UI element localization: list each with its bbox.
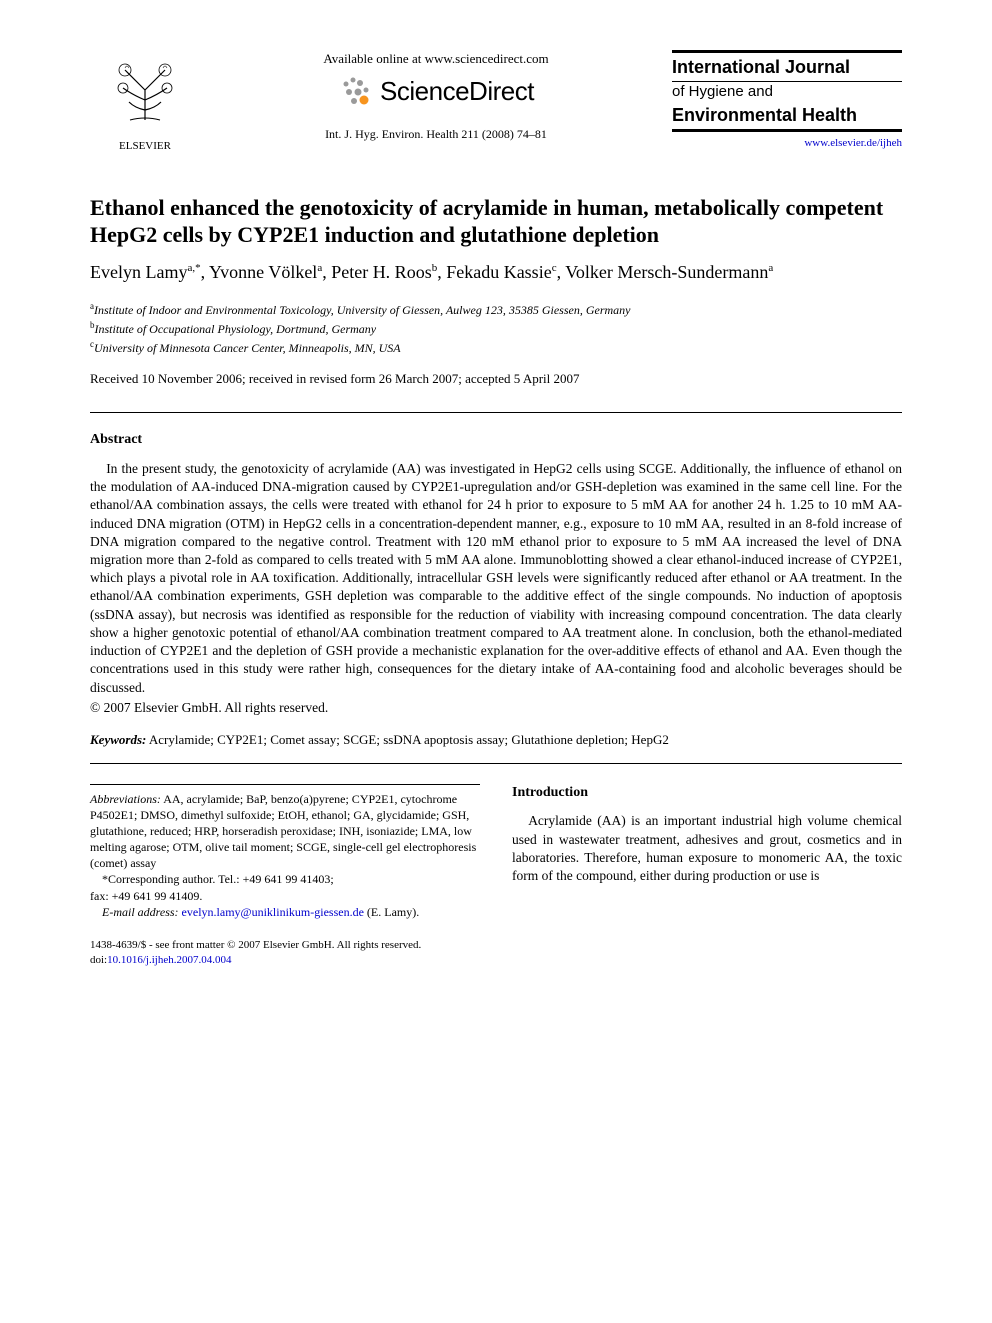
doi-label: doi: (90, 954, 107, 966)
affiliations: aInstitute of Indoor and Environmental T… (90, 300, 902, 356)
abbrev-label: Abbreviations: (90, 792, 161, 806)
email-link[interactable]: evelyn.lamy@uniklinikum-giessen.de (182, 905, 364, 919)
rule-bottom (90, 763, 902, 764)
journal-title-2: of Hygiene and (672, 82, 902, 102)
doi-link[interactable]: 10.1016/j.ijheh.2007.04.004 (107, 954, 231, 966)
sciencedirect-text: ScienceDirect (380, 74, 534, 109)
journal-url: www.elsevier.de/ijheh (672, 136, 902, 151)
rule-top (90, 412, 902, 413)
journal-title-3: Environmental Health (672, 103, 902, 132)
sciencedirect-icon (338, 74, 374, 110)
abstract-heading: Abstract (90, 431, 902, 450)
email-attribution: (E. Lamy). (364, 905, 419, 919)
journal-title-1: International Journal (672, 53, 902, 82)
keywords-label: Keywords: (90, 732, 146, 747)
keywords-text: Acrylamide; CYP2E1; Comet assay; SCGE; s… (146, 732, 668, 747)
journal-citation: Int. J. Hyg. Environ. Health 211 (2008) … (220, 126, 652, 142)
left-column: Abbreviations: AA, acrylamide; BaP, benz… (90, 784, 480, 969)
email-label: E-mail address: (102, 905, 179, 919)
elsevier-logo-block: ELSEVIER (90, 50, 200, 154)
sciencedirect-logo: ScienceDirect (220, 74, 652, 110)
article-dates: Received 10 November 2006; received in r… (90, 370, 902, 388)
corresponding-author: *Corresponding author. Tel.: +49 641 99 … (90, 871, 480, 887)
intro-body: Acrylamide (AA) is an important industri… (512, 812, 902, 885)
abstract-copyright: © 2007 Elsevier GmbH. All rights reserve… (90, 699, 902, 717)
journal-link[interactable]: www.elsevier.de/ijheh (804, 137, 902, 149)
journal-title-block: International Journal of Hygiene and Env… (672, 50, 902, 151)
email-line: E-mail address: evelyn.lamy@uniklinikum-… (90, 904, 480, 920)
intro-heading: Introduction (512, 784, 902, 803)
page-header: ELSEVIER Available online at www.science… (90, 50, 902, 154)
right-column: Introduction Acrylamide (AA) is an impor… (512, 784, 902, 969)
fax: fax: +49 641 99 41409. (90, 888, 480, 904)
authors: Evelyn Lamya,*, Yvonne Völkela, Peter H.… (90, 261, 902, 284)
issn-line: 1438-4639/$ - see front matter © 2007 El… (90, 938, 480, 953)
elsevier-label: ELSEVIER (90, 139, 200, 154)
header-center: Available online at www.sciencedirect.co… (200, 50, 672, 142)
doi-line: doi:10.1016/j.ijheh.2007.04.004 (90, 953, 480, 968)
elsevier-tree-icon (105, 50, 185, 130)
footer-info: 1438-4639/$ - see front matter © 2007 El… (90, 938, 480, 969)
keywords-line: Keywords: Acrylamide; CYP2E1; Comet assa… (90, 731, 902, 749)
available-online-text: Available online at www.sciencedirect.co… (220, 50, 652, 68)
abbreviations: Abbreviations: AA, acrylamide; BaP, benz… (90, 791, 480, 872)
two-column-region: Abbreviations: AA, acrylamide; BaP, benz… (90, 784, 902, 969)
article-title: Ethanol enhanced the genotoxicity of acr… (90, 194, 902, 249)
abstract-body: In the present study, the genotoxicity o… (90, 460, 902, 697)
footnotes-block: Abbreviations: AA, acrylamide; BaP, benz… (90, 784, 480, 921)
